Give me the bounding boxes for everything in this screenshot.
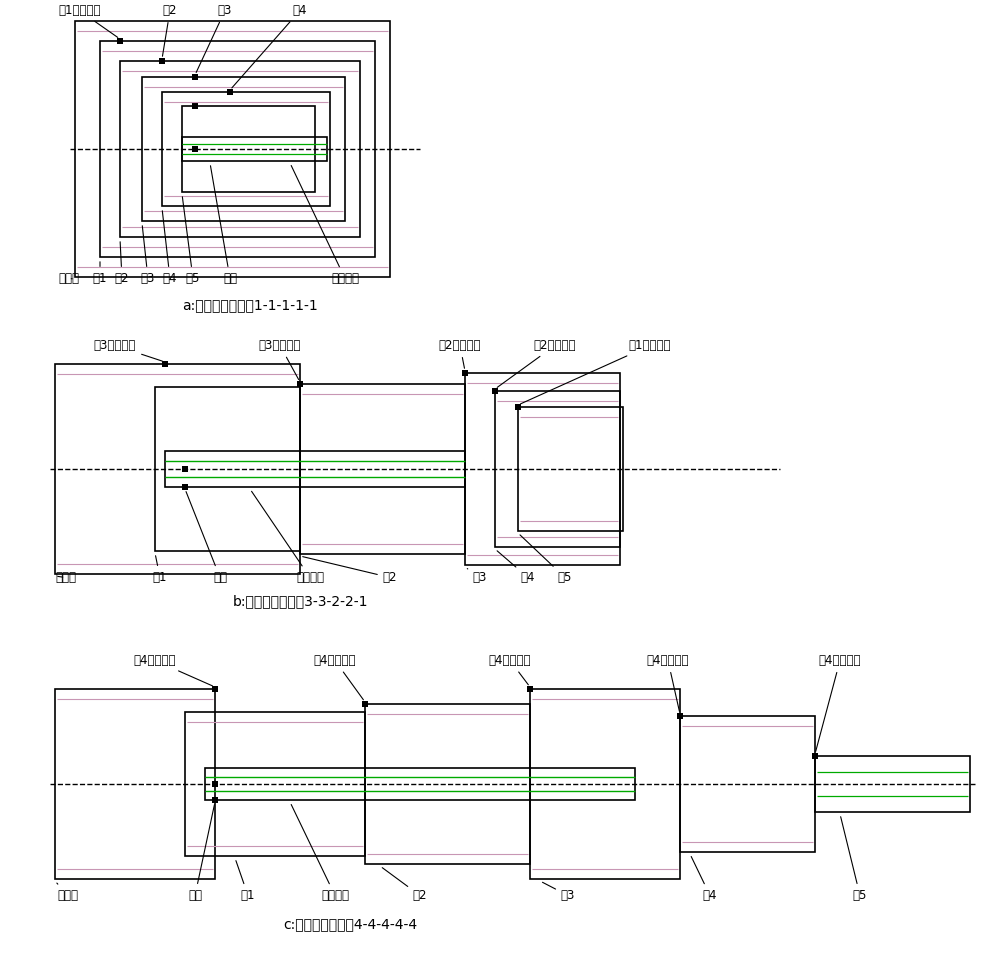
Bar: [518, 407, 623, 531]
Text: 管5: 管5: [182, 197, 200, 285]
Text: 孔4（管锁）: 孔4（管锁）: [134, 654, 212, 686]
Text: 伸缩油缸: 伸缩油缸: [252, 491, 324, 584]
Text: 孔4（管锁）: 孔4（管锁）: [489, 654, 531, 685]
Text: 管3: 管3: [467, 569, 487, 584]
Text: 管5: 管5: [841, 817, 867, 902]
Bar: [227, 89, 233, 95]
Bar: [680, 716, 815, 852]
Bar: [142, 77, 345, 221]
Bar: [465, 373, 620, 565]
Bar: [75, 21, 390, 277]
Bar: [677, 713, 683, 719]
Text: 伸缩油缸: 伸缩油缸: [291, 166, 359, 285]
Text: 管3: 管3: [542, 883, 575, 902]
Bar: [165, 451, 465, 487]
Bar: [212, 781, 218, 787]
Bar: [212, 797, 218, 803]
Bar: [159, 58, 165, 64]
Text: 孔1（管锁）: 孔1（管锁）: [521, 339, 671, 404]
Bar: [205, 768, 635, 800]
Text: 缸锁: 缸锁: [210, 166, 237, 285]
Bar: [812, 753, 818, 759]
Bar: [155, 387, 300, 551]
Text: a:吊臂全缩组合：1-1-1-1-1: a:吊臂全缩组合：1-1-1-1-1: [182, 298, 318, 312]
Bar: [530, 689, 680, 879]
Text: b:吊臂伸出组合：3-3-2-2-1: b:吊臂伸出组合：3-3-2-2-1: [232, 594, 368, 608]
Text: 管3: 管3: [141, 226, 155, 285]
Text: 管4: 管4: [691, 857, 717, 902]
Text: 孔3（管锁）: 孔3（管锁）: [259, 339, 301, 380]
Text: 管2: 管2: [382, 867, 427, 902]
Bar: [55, 689, 215, 879]
Bar: [182, 466, 188, 472]
Text: 孔4（管锁）: 孔4（管锁）: [816, 654, 861, 751]
Bar: [515, 404, 521, 410]
Bar: [182, 484, 188, 490]
Text: 管5: 管5: [520, 535, 572, 584]
Text: 孔4（管锁）: 孔4（管锁）: [314, 654, 363, 700]
Bar: [362, 701, 368, 707]
Bar: [495, 391, 620, 547]
Bar: [55, 364, 300, 574]
Bar: [527, 686, 533, 692]
Bar: [212, 686, 218, 692]
Text: 孔4（管锁）: 孔4（管锁）: [647, 654, 689, 711]
Text: 基本管: 基本管: [58, 272, 79, 285]
Bar: [162, 92, 330, 206]
Text: 基本管: 基本管: [55, 571, 76, 584]
Text: 孔2（管锁）: 孔2（管锁）: [497, 339, 576, 388]
Text: 缸锁: 缸锁: [186, 491, 227, 584]
Bar: [815, 756, 970, 812]
Bar: [462, 370, 468, 376]
Text: 孔1（管锁）: 孔1（管锁）: [58, 4, 118, 38]
Bar: [185, 712, 365, 856]
Text: 伸缩油缸: 伸缩油缸: [291, 804, 349, 902]
Text: 基本管: 基本管: [57, 883, 78, 902]
Bar: [365, 704, 530, 864]
Text: 管4: 管4: [162, 211, 177, 285]
Text: 管1: 管1: [236, 860, 255, 902]
Bar: [300, 384, 465, 554]
Text: 孔4: 孔4: [232, 4, 307, 88]
Text: 管1: 管1: [153, 556, 167, 584]
Bar: [492, 388, 498, 394]
Text: c:吊臂全伸组合：4-4-4-4-4: c:吊臂全伸组合：4-4-4-4-4: [283, 917, 417, 931]
Text: 孔2: 孔2: [162, 4, 177, 56]
Text: 管2: 管2: [303, 556, 397, 584]
Text: 管1: 管1: [93, 262, 107, 285]
Text: 缸锁: 缸锁: [188, 804, 214, 902]
Bar: [297, 381, 303, 387]
Bar: [182, 137, 327, 161]
Text: 孔3（管锁）: 孔3（管锁）: [94, 339, 162, 361]
Text: 孔3: 孔3: [196, 4, 232, 73]
Bar: [182, 106, 315, 192]
Bar: [117, 38, 123, 44]
Text: 管4: 管4: [497, 550, 535, 584]
Bar: [192, 103, 198, 109]
Bar: [192, 74, 198, 80]
Bar: [120, 61, 360, 237]
Text: 管2: 管2: [115, 242, 129, 285]
Bar: [192, 146, 198, 152]
Text: 孔2（管锁）: 孔2（管锁）: [439, 339, 481, 368]
Bar: [162, 361, 168, 367]
Bar: [100, 41, 375, 257]
